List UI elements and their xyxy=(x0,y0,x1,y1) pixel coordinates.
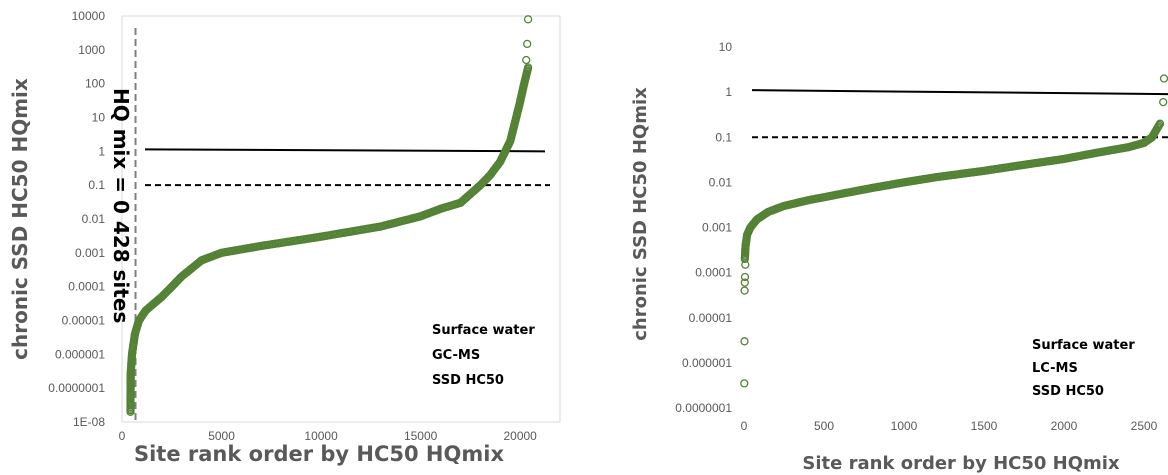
y-tick-label: 0.00001 xyxy=(62,314,106,328)
y-tick-label: 0.1 xyxy=(715,130,732,144)
x-tick-label: 0 xyxy=(741,419,748,433)
y-axis-title: chronic SSD HC50 HQmix xyxy=(630,87,651,341)
y-tick-label: 1E-08 xyxy=(73,415,105,429)
reference-line-solid xyxy=(751,89,1168,96)
plot-area-border xyxy=(121,15,561,423)
y-tick-label: 100 xyxy=(85,77,105,91)
x-tick-label: 5000 xyxy=(208,429,235,443)
data-point xyxy=(523,15,533,24)
y-tick-label: 0.001 xyxy=(702,221,732,235)
annotation-line-2: GC-MS xyxy=(432,348,480,363)
x-tick-label: 20000 xyxy=(503,429,537,443)
x-tick-label: 500 xyxy=(814,419,834,433)
y-tick-label: 1000 xyxy=(78,43,105,57)
data-point xyxy=(523,39,532,49)
y-tick-label: 1 xyxy=(725,85,732,99)
y-axis-title: chronic SSD HC50 HQmix xyxy=(8,78,32,360)
y-tick-label: 0.0000001 xyxy=(48,381,105,395)
y-tick-label: 0.0000001 xyxy=(675,401,732,415)
x-tick-label: 0 xyxy=(119,429,126,443)
x-tick-label: 1500 xyxy=(971,419,998,433)
x-tick-label: 15000 xyxy=(404,429,438,443)
x-tick-label: 10000 xyxy=(304,429,338,443)
y-tick-label: 0.01 xyxy=(82,212,106,226)
y-tick-label: 10 xyxy=(719,40,733,54)
y-tick-label: 0.000001 xyxy=(682,356,732,370)
data-point xyxy=(740,272,750,282)
data-point xyxy=(1159,74,1168,83)
chart-lc-ms: 0.0000001 0.000001 0.00001 0.0001 0.001 0.01 0… xyxy=(630,40,1168,474)
x-tick-label: 1000 xyxy=(891,419,918,433)
data-point xyxy=(740,278,749,287)
y-tick-label: 0.0001 xyxy=(68,280,105,294)
annotation-line-1: Surface water xyxy=(1032,338,1135,353)
x-tick-label: 2000 xyxy=(1051,419,1078,433)
y-tick-label: 1 xyxy=(98,144,105,158)
y-tick-label: 0.01 xyxy=(709,175,733,189)
y-axis-ticks: 1E-08 0.0000001 0.000001 0.00001 0.0001 0.001… xyxy=(48,9,105,429)
reference-line-solid xyxy=(144,148,546,153)
y-tick-label: 0.1 xyxy=(88,178,105,192)
y-tick-label: 10 xyxy=(92,111,106,125)
y-tick-label: 0.00001 xyxy=(689,311,733,325)
annotation-line-3: SSD HC50 xyxy=(1032,384,1104,399)
data-point xyxy=(1159,97,1168,107)
data-point xyxy=(740,379,749,388)
data-point xyxy=(1155,119,1165,128)
x-axis-title: Site rank order by HC50 HQmix xyxy=(802,453,1120,474)
y-tick-label: 0.000001 xyxy=(55,347,105,361)
data-points xyxy=(740,74,1168,388)
data-point xyxy=(740,337,749,346)
data-point xyxy=(741,260,750,269)
y-tick-label: 10000 xyxy=(72,9,106,23)
data-point xyxy=(523,63,533,72)
x-axis-ticks: 0 5000 10000 15000 20000 xyxy=(119,429,538,443)
annotation-line-1: Surface water xyxy=(432,323,535,338)
y-axis-ticks: 0.0000001 0.000001 0.00001 0.0001 0.001 0.01 0… xyxy=(675,40,732,415)
y-tick-label: 0.001 xyxy=(75,246,105,260)
x-axis-ticks: 0 500 1000 1500 2000 2500 xyxy=(741,419,1158,433)
data-point xyxy=(522,55,531,65)
x-tick-label: 2500 xyxy=(1131,419,1158,433)
annotation-line-2: LC-MS xyxy=(1032,361,1078,376)
data-point xyxy=(740,286,749,295)
chart-gc-ms: 1E-08 0.0000001 0.000001 0.00001 0.0001 0.001… xyxy=(8,9,561,466)
y-tick-label: 0.0001 xyxy=(695,266,732,280)
x-axis-title: Site rank order by HC50 HQmix xyxy=(134,442,504,466)
annotation-line-3: SSD HC50 xyxy=(432,373,504,388)
data-points xyxy=(126,15,533,416)
zero-hq-annotation: HQ mix = 0 428 sites xyxy=(109,88,133,323)
